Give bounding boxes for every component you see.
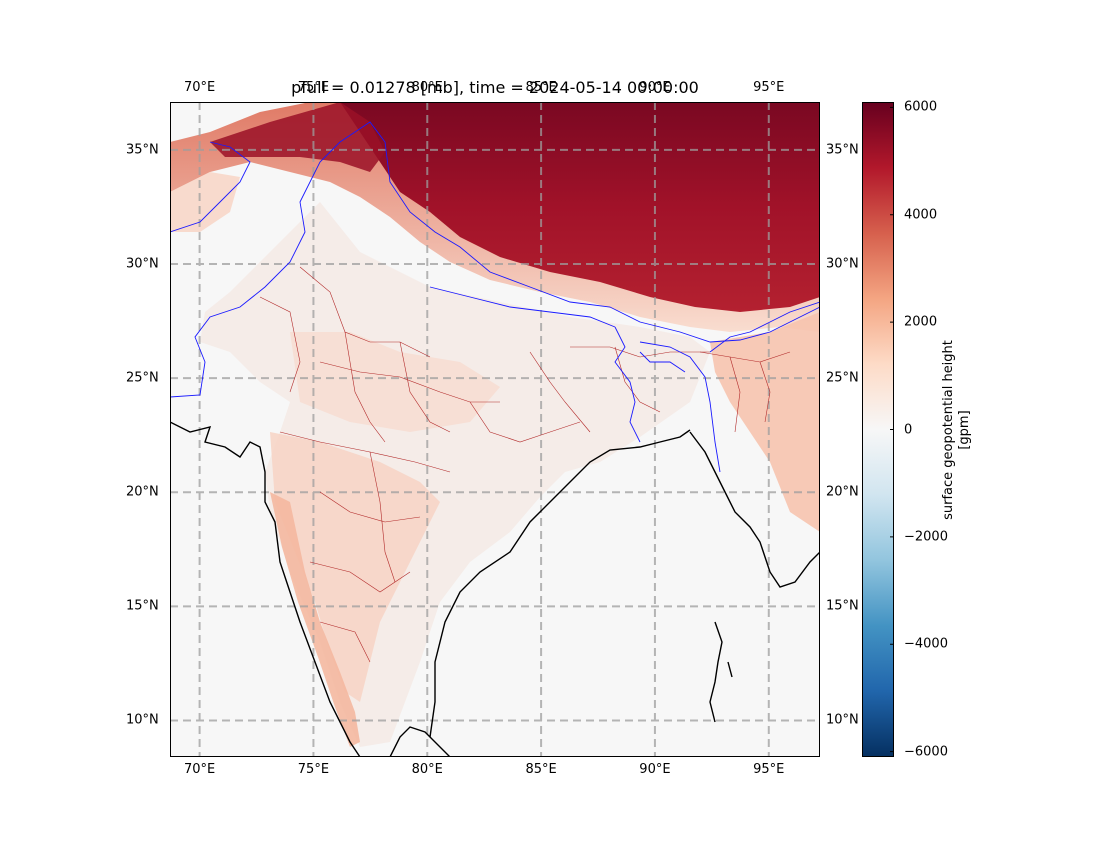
- figure-title: pfull = 0.01278 [mb], time = 2024-05-14 …: [291, 78, 699, 97]
- colorbar-tick-label: 0: [904, 422, 913, 437]
- coastline: [170, 421, 820, 757]
- lat-label-right: 25°N: [826, 370, 859, 386]
- lat-label-right: 35°N: [826, 142, 859, 158]
- lat-label-right: 30°N: [826, 256, 859, 272]
- lon-label-bottom: 90°E: [639, 762, 671, 777]
- lat-label-left: 30°N: [126, 256, 159, 272]
- lat-label-right: 10°N: [826, 712, 859, 728]
- colorbar-label-line1: surface geopotential height: [941, 340, 956, 520]
- lon-label-top: 80°E: [411, 80, 443, 95]
- lat-label-left: 20°N: [126, 484, 159, 500]
- lon-label-top: 85°E: [525, 80, 557, 95]
- lon-label-bottom: 75°E: [297, 762, 330, 777]
- state-boundaries: [259, 266, 791, 663]
- lon-label-top: 90°E: [639, 80, 671, 95]
- lon-label-top: 70°E: [183, 80, 216, 95]
- lat-label-right: 15°N: [826, 598, 859, 614]
- hindu-kush-foothills: [170, 172, 240, 232]
- colorbar: [862, 102, 894, 757]
- lat-label-left: 25°N: [126, 370, 159, 386]
- western-ghats: [270, 492, 360, 747]
- map-panel: [170, 102, 820, 757]
- lon-label-bottom: 70°E: [183, 762, 216, 777]
- gridlines: [170, 102, 820, 757]
- colorbar-tick-label: 4000: [904, 207, 938, 223]
- lat-label-left: 35°N: [126, 142, 159, 158]
- lat-label-left: 15°N: [126, 598, 159, 614]
- lon-label-bottom: 80°E: [411, 762, 443, 777]
- lat-label-right: 20°N: [826, 484, 859, 500]
- colorbar-tick-label: −4000: [904, 636, 948, 652]
- colorbar-tick-label: 2000: [904, 314, 938, 330]
- karakoram: [210, 102, 385, 172]
- lon-label-top: 75°E: [297, 80, 330, 95]
- colorbar-tick-label: −6000: [904, 744, 948, 760]
- colorbar-tick-label: 6000: [904, 99, 938, 115]
- lat-label-left: 10°N: [126, 712, 159, 728]
- lon-label-bottom: 95°E: [753, 762, 785, 777]
- colorbar-tick-label: −2000: [904, 529, 948, 545]
- lon-label-bottom: 85°E: [525, 762, 557, 777]
- tibetan-plateau: [340, 102, 820, 312]
- colorbar-label-units: [gpm]: [957, 410, 972, 450]
- lon-label-top: 95°E: [753, 80, 785, 95]
- colorbar-label: surface geopotential height [gpm]: [941, 340, 973, 520]
- international-borders: [170, 121, 820, 473]
- central-highlands: [290, 332, 500, 432]
